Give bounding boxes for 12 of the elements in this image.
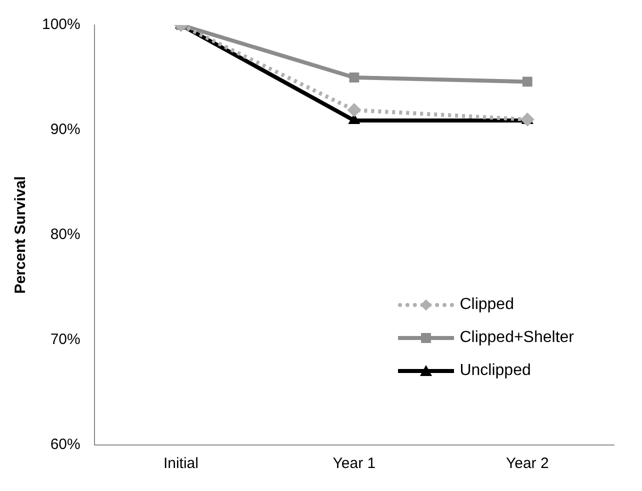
legend-label: Clipped bbox=[460, 296, 514, 314]
y-tick-label: 100% bbox=[42, 16, 80, 34]
x-tick-label: Year 1 bbox=[332, 455, 376, 472]
x-tick-label: Year 2 bbox=[506, 455, 549, 472]
legend-label: Clipped+Shelter bbox=[460, 328, 574, 346]
legend-label: Unclipped bbox=[460, 362, 531, 380]
y-tick-label: 90% bbox=[50, 121, 80, 138]
y-axis-title: Percent Survival bbox=[12, 176, 30, 294]
y-tick-label: 60% bbox=[50, 436, 80, 454]
y-tick-label: 80% bbox=[50, 226, 80, 244]
y-tick-label: 70% bbox=[50, 331, 80, 348]
x-tick-label: Initial bbox=[163, 455, 198, 472]
